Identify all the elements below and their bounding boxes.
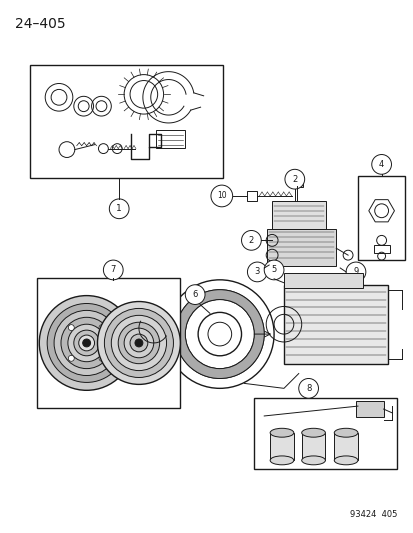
Ellipse shape	[301, 456, 325, 465]
Circle shape	[130, 334, 147, 352]
Text: 7: 7	[110, 265, 116, 274]
Circle shape	[104, 309, 173, 377]
Circle shape	[118, 322, 159, 364]
Circle shape	[135, 339, 142, 347]
Ellipse shape	[270, 429, 293, 437]
FancyBboxPatch shape	[283, 285, 387, 364]
Circle shape	[247, 262, 266, 282]
FancyBboxPatch shape	[271, 201, 325, 229]
Text: 93424  405: 93424 405	[349, 510, 396, 519]
FancyBboxPatch shape	[270, 433, 293, 461]
FancyBboxPatch shape	[283, 273, 362, 288]
Circle shape	[103, 260, 123, 280]
Text: 4: 4	[378, 160, 383, 169]
Circle shape	[99, 325, 104, 330]
Circle shape	[68, 325, 74, 330]
Ellipse shape	[333, 429, 357, 437]
Circle shape	[185, 285, 204, 304]
Circle shape	[124, 328, 153, 358]
Circle shape	[78, 335, 94, 351]
Text: 5: 5	[271, 265, 276, 274]
Circle shape	[371, 155, 391, 174]
Circle shape	[68, 324, 105, 362]
Text: 2: 2	[292, 175, 297, 184]
Circle shape	[109, 199, 129, 219]
FancyBboxPatch shape	[373, 245, 389, 253]
FancyBboxPatch shape	[155, 130, 185, 148]
Ellipse shape	[301, 429, 325, 437]
Circle shape	[298, 378, 318, 398]
FancyBboxPatch shape	[247, 191, 257, 201]
Circle shape	[39, 296, 134, 390]
Circle shape	[74, 330, 99, 356]
Circle shape	[68, 356, 74, 361]
Text: 8: 8	[305, 384, 311, 393]
FancyBboxPatch shape	[333, 433, 357, 461]
Circle shape	[54, 310, 119, 376]
Circle shape	[263, 260, 283, 280]
FancyBboxPatch shape	[301, 433, 325, 461]
Circle shape	[284, 169, 304, 189]
Circle shape	[97, 302, 180, 384]
Circle shape	[83, 339, 90, 347]
Circle shape	[99, 356, 104, 361]
Circle shape	[61, 317, 112, 369]
Ellipse shape	[333, 456, 357, 465]
FancyBboxPatch shape	[266, 229, 335, 266]
FancyBboxPatch shape	[254, 398, 396, 469]
Circle shape	[47, 303, 126, 382]
Text: 9: 9	[352, 268, 358, 277]
FancyBboxPatch shape	[290, 179, 302, 187]
FancyBboxPatch shape	[37, 278, 180, 408]
Text: 24–405: 24–405	[14, 18, 65, 31]
Text: 6: 6	[192, 290, 197, 299]
FancyBboxPatch shape	[355, 401, 383, 417]
Circle shape	[241, 230, 261, 250]
Text: 2: 2	[248, 236, 254, 245]
FancyBboxPatch shape	[357, 176, 404, 260]
FancyBboxPatch shape	[30, 64, 222, 178]
Text: 1: 1	[116, 204, 122, 213]
Text: 10: 10	[216, 191, 226, 200]
Text: 3: 3	[254, 268, 259, 277]
Circle shape	[345, 262, 365, 282]
Circle shape	[111, 316, 166, 370]
Circle shape	[211, 185, 232, 207]
Ellipse shape	[270, 456, 293, 465]
